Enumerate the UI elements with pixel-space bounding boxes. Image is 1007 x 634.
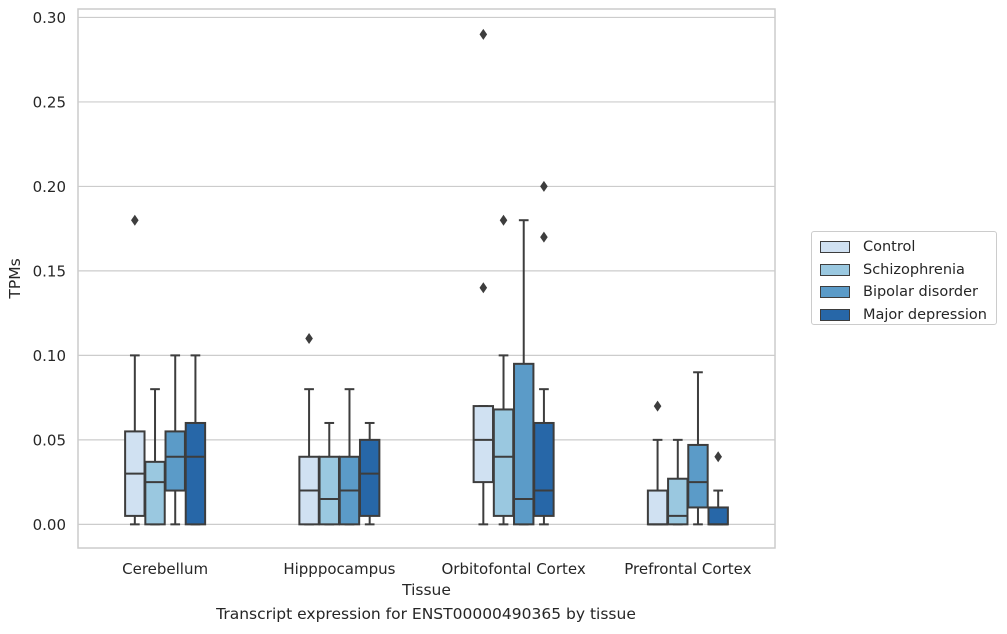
y-tick-label: 0.15 [33,262,66,280]
box-bipolar-disorder [687,371,709,526]
box-schizophrenia [667,438,689,526]
iqr-box [184,421,207,526]
outlier-point [540,231,548,243]
y-tick-label: 0.10 [33,347,66,365]
iqr-box [164,430,186,492]
x-tick-label: Hipppocampus [283,560,395,578]
outlier-point [479,282,488,294]
box-schizophrenia [144,388,166,526]
y-tick-label: 0.30 [33,9,66,27]
legend-item: Control [820,236,988,259]
box-control [124,214,146,526]
box-schizophrenia [492,214,515,526]
y-tick-labels: 0.00 0.05 0.10 0.15 0.20 0.25 0.30 [33,9,66,534]
y-tick-label: 0.00 [33,516,66,534]
iqr-box [667,477,689,526]
box-groups [124,28,729,526]
y-tick-label: 0.05 [33,431,66,449]
iqr-box [144,460,166,526]
x-tick-label: Cerebellum [122,560,208,578]
outlier-point [653,400,662,412]
iqr-box [318,455,340,526]
x-axis-label: Tissue [401,581,451,599]
y-axis-label: TPMs [6,258,24,299]
plot-frame [77,8,776,549]
outlier-point [714,451,722,463]
legend-label: Bipolar disorder [863,284,978,301]
iqr-box [687,443,709,509]
iqr-box [707,506,729,526]
outlier-point [131,214,139,226]
box-control [646,400,669,526]
legend-label: Schizophrenia [863,261,965,278]
y-tick-label: 0.20 [33,178,66,196]
box-control [472,28,495,526]
iqr-box [533,421,555,517]
legend-swatch [820,286,850,299]
iqr-box [513,362,535,526]
iqr-box [472,405,495,484]
legend-swatch [820,308,850,321]
legend-item: Bipolar disorder [820,281,988,304]
iqr-box [646,489,669,526]
box-major-depression [707,451,729,526]
legend-label: Major depression [863,306,987,323]
legend-label: Control [863,239,916,256]
box-bipolar-disorder [164,354,186,526]
iqr-box [358,438,381,517]
chart-caption: Transcript expression for ENST0000049036… [216,605,636,623]
outlier-point [540,180,548,192]
box-control [298,332,320,526]
legend: Control Schizophrenia Bipolar disorder Majo… [811,231,997,325]
box-major-depression [184,354,207,526]
box-bipolar-disorder [513,219,535,526]
legend-swatch [820,263,850,276]
y-tick-label: 0.25 [33,93,66,111]
box-major-depression [358,421,381,526]
iqr-box [492,408,515,517]
box-bipolar-disorder [338,388,361,526]
legend-item: Major depression [820,304,988,327]
box-schizophrenia [318,421,340,526]
legend-item: Schizophrenia [820,259,988,282]
x-tick-label: Prefrontal Cortex [624,560,751,578]
outlier-point [499,214,508,226]
outlier-point [305,332,313,344]
outlier-point [479,28,488,40]
box-major-depression [533,180,555,526]
x-tick-label: Orbitofontal Cortex [442,560,586,578]
x-tick-labels: Cerebellum Hipppocampus Orbitofontal Corte… [122,560,751,578]
legend-swatch [820,241,850,254]
